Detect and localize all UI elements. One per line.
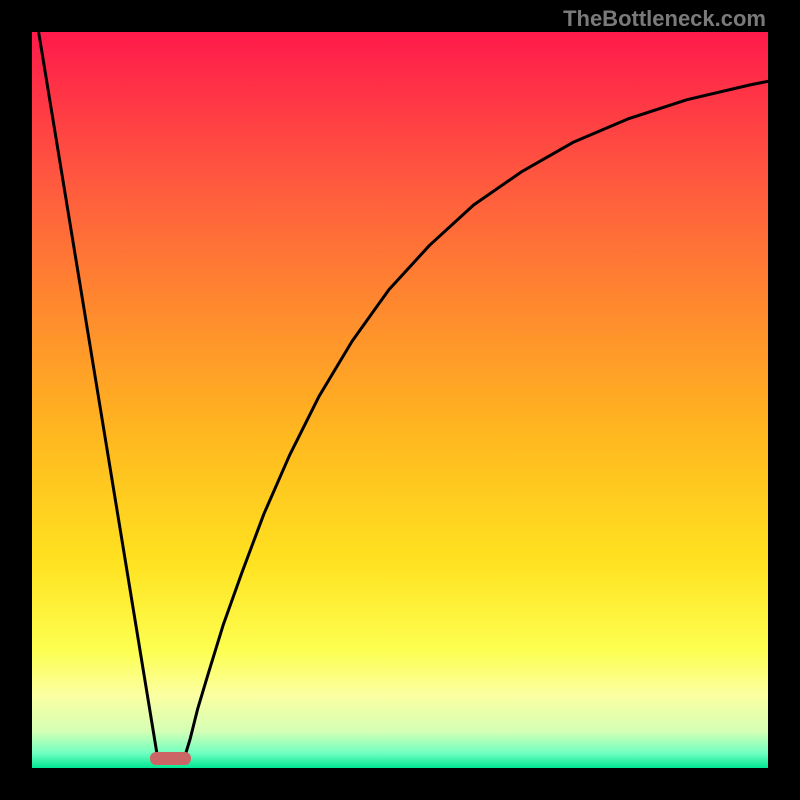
watermark-text: TheBottleneck.com [563, 6, 766, 32]
curve-layer [32, 32, 768, 768]
chart-container: TheBottleneck.com [0, 0, 800, 800]
minimum-marker [150, 752, 190, 765]
left-line [39, 32, 159, 764]
right-curve [183, 81, 768, 763]
plot-area [32, 32, 768, 768]
